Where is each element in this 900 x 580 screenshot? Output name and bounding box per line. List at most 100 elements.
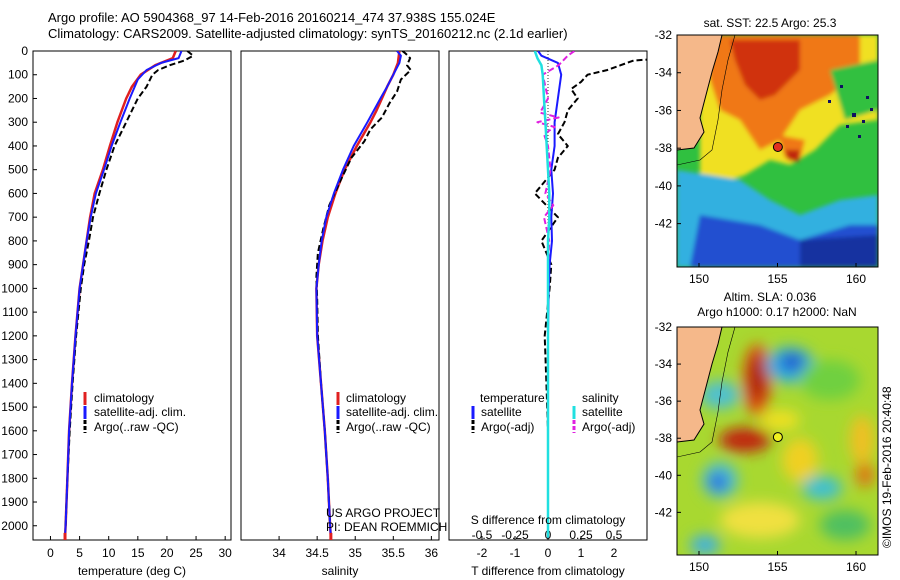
sst-cloud-pixels — [828, 85, 873, 138]
lat-tick-label: -40 — [655, 179, 673, 193]
depth-tick-label: 200 — [8, 91, 28, 105]
depth-tick-label: 1100 — [2, 305, 28, 319]
temperature-panel: 0100200300400500600700800900100011001200… — [1, 44, 232, 578]
t-difference-xlabel: T difference from climatology — [471, 564, 625, 578]
temperature-axes — [32, 50, 232, 541]
legend-argo-label: Argo(..raw -QC) — [94, 420, 179, 434]
s-tick-label: -0.25 — [501, 528, 529, 542]
s-tick-label: -0.5 — [472, 528, 493, 542]
title-line-1: Argo profile: AO 5904368_97 14-Feb-2016 … — [48, 10, 496, 25]
salinity-panel: 34 34.5 35 35.5 36 salinity climatology sate… — [240, 50, 447, 578]
legend-s-satellite-label: satellite — [582, 405, 623, 419]
depth-tick-label: 2000 — [1, 519, 28, 533]
depth-tick-label: 1600 — [1, 424, 28, 438]
depth-tick-label: 1200 — [1, 329, 28, 343]
depth-tick-label: 1900 — [1, 495, 28, 509]
lat-tick-label: -38 — [655, 141, 673, 155]
lon-tick-label: 160 — [846, 560, 866, 574]
legend-t-argo-label: Argo(-adj) — [481, 420, 534, 434]
legend-satadj-label: satellite-adj. clim. — [346, 405, 438, 419]
legend-argo-label: Argo(..raw -QC) — [346, 420, 431, 434]
x-tick-label: -1 — [510, 546, 521, 560]
lon-tick-label: 155 — [767, 560, 787, 574]
x-tick-label: 15 — [131, 546, 145, 560]
x-tick-label: 5 — [76, 546, 83, 560]
depth-tick-label: 1800 — [1, 471, 28, 485]
legend-t-satellite-label: satellite — [481, 405, 522, 419]
salinity-xlabel: salinity — [322, 564, 359, 578]
s-difference-xlabel: S difference from climatology — [471, 513, 626, 527]
imos-credit: ©IMOS 19-Feb-2016 20:40:48 — [880, 386, 894, 548]
depth-tick-label: 800 — [8, 234, 28, 248]
x-tick-label: 1 — [578, 546, 585, 560]
x-tick-label: 25 — [189, 546, 203, 560]
title-line-2: Climatology: CARS2009. Satellite-adjuste… — [48, 26, 568, 41]
lat-tick-label: -34 — [655, 357, 673, 371]
lat-tick-label: -38 — [655, 431, 673, 445]
salinity-series — [315, 51, 412, 540]
series-satellite-adj-clim- — [64, 51, 183, 538]
project-annotation: US ARGO PROJECT — [326, 506, 441, 520]
x-tick-label: 2 — [611, 546, 618, 560]
difference-legend: temperature salinity satellite Argo(-adj… — [471, 391, 635, 434]
legend-s-argo-label: Argo(-adj) — [582, 420, 635, 434]
sst-field-patches — [677, 35, 878, 267]
lat-tick-label: -32 — [655, 320, 673, 334]
temperature-xlabel: temperature (deg C) — [78, 564, 186, 578]
pi-annotation: PI: DEAN ROEMMICH — [326, 520, 447, 534]
depth-tick-label: 1400 — [1, 376, 28, 390]
isobath — [677, 35, 736, 166]
legend-climatology-label: climatology — [94, 391, 154, 405]
sla-map-axes: 150 155 160 -32 -34 -36 -38 -40 -42 — [655, 320, 867, 574]
lat-tick-label: -40 — [655, 468, 673, 482]
depth-axis: 0 100 200 300 400 500 600 700 800 900 1000 1100 1200… — [1, 44, 37, 533]
depth-tick-label: 1700 — [1, 448, 28, 462]
sst-map-title: sat. SST: 22.5 Argo: 25.3 — [704, 16, 837, 30]
sla-map-panel: Altim. SLA: 0.036 Argo h1000: 0.17 h2000… — [655, 290, 879, 574]
depth-tick-label: 1000 — [1, 281, 28, 295]
series-s-satellite — [533, 51, 551, 538]
coastline — [677, 35, 723, 151]
sst-map-image — [677, 35, 878, 267]
salinity-legend: climatology satellite-adj. clim. Argo(..… — [336, 391, 438, 434]
temperature-x-axis: 0 5 10 15 20 25 30 — [47, 536, 232, 560]
legend-temperature-title: temperature — [480, 391, 545, 405]
lon-tick-label: 155 — [767, 272, 787, 286]
difference-x-axis: -2 -1 0 1 2-0.5 -0.25 0 0.25 0.5 — [472, 528, 623, 560]
x-tick-label: 35 — [349, 546, 363, 560]
x-tick-label: 36 — [425, 546, 439, 560]
sst-map-axes: 150 155 160 -32 -34 -36 -38 -40 -42 — [655, 28, 867, 286]
sst-map-panel: sat. SST: 22.5 Argo: 25.3 — [655, 16, 879, 286]
depth-tick-label: 700 — [8, 210, 28, 224]
lat-tick-label: -42 — [655, 505, 673, 519]
salinity-x-axis: 34 34.5 35 35.5 36 — [272, 536, 438, 560]
difference-series — [533, 51, 647, 538]
x-tick-label: -2 — [477, 546, 488, 560]
depth-tick-label: 300 — [8, 115, 28, 129]
australia-land — [677, 327, 722, 442]
x-tick-label: 35.5 — [382, 546, 406, 560]
x-tick-label: 34.5 — [305, 546, 329, 560]
sla-map-subtitle: Argo h1000: 0.17 h2000: NaN — [697, 305, 856, 319]
x-tick-label: 30 — [218, 546, 232, 560]
depth-tick-label: 1300 — [1, 353, 28, 367]
lon-tick-label: 150 — [689, 272, 709, 286]
lon-tick-label: 160 — [846, 272, 866, 286]
x-tick-label: 10 — [102, 546, 116, 560]
series-satellite-adj-clim- — [315, 51, 402, 538]
salinity-axes — [240, 50, 440, 541]
isobath — [677, 327, 736, 458]
lat-tick-label: -36 — [655, 103, 673, 117]
coastline — [677, 327, 723, 443]
series-argo-raw-qc- — [315, 51, 412, 526]
depth-tick-label: 400 — [8, 139, 28, 153]
lat-tick-label: -36 — [655, 394, 673, 408]
lat-tick-label: -34 — [655, 66, 673, 80]
sla-map-title: Altim. SLA: 0.036 — [724, 290, 817, 304]
temperature-series — [63, 51, 195, 540]
depth-tick-label: 1500 — [1, 400, 28, 414]
temperature-legend: climatology satellite-adj. clim. Argo(..… — [83, 391, 186, 434]
sla-map-image — [677, 327, 878, 555]
difference-panel: -2 -1 0 1 2-0.5 -0.25 0 0.25 0.5 T difference fr… — [448, 50, 648, 578]
australia-land — [677, 35, 722, 150]
